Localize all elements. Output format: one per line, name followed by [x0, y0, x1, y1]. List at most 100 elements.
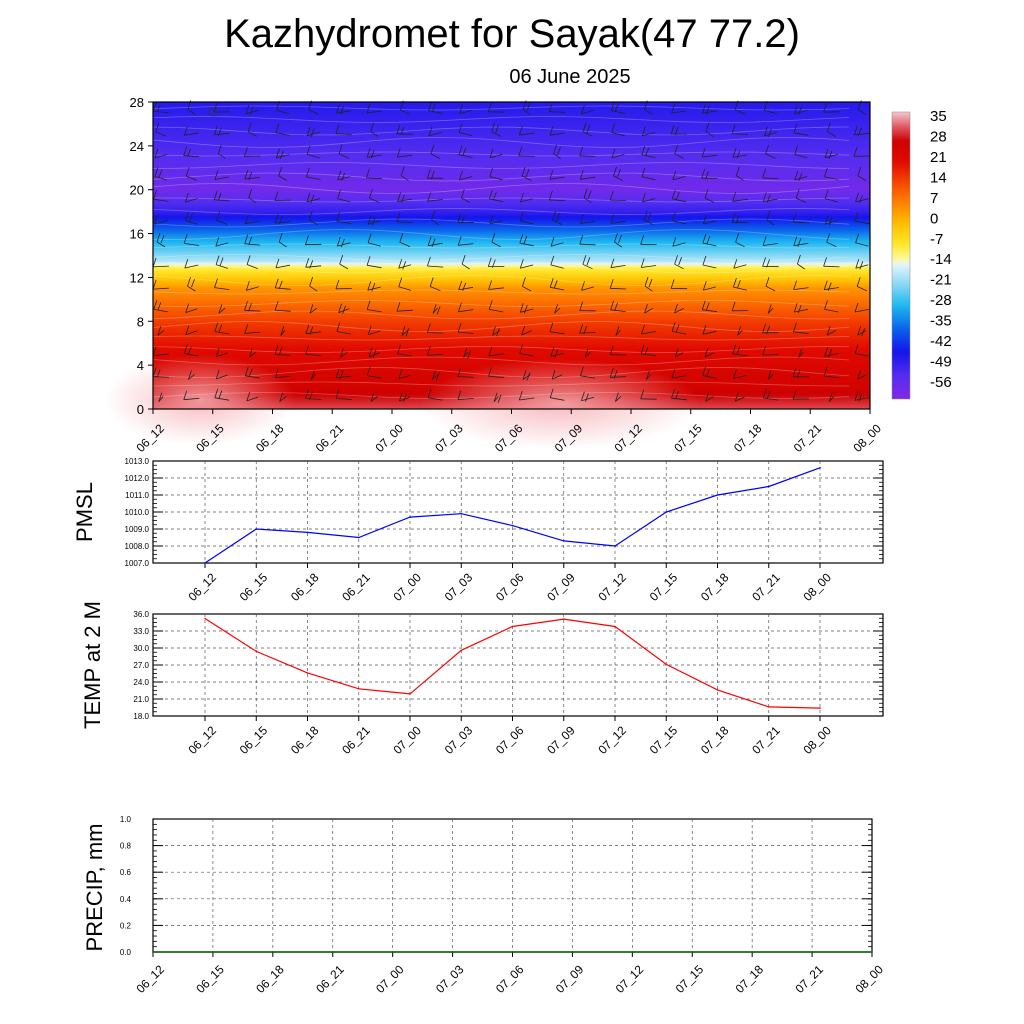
y-tick-label: 1013.0 [125, 457, 150, 466]
wind-barb-shaft [187, 109, 196, 115]
wind-barb-shaft [854, 220, 870, 225]
wind-barb-feather [339, 254, 344, 265]
wind-barb-feather [826, 233, 831, 243]
wind-barb [396, 124, 413, 136]
wind-barb-shaft [702, 309, 718, 313]
wind-barb-shaft [305, 265, 322, 268]
wind-barb-shaft [398, 264, 412, 269]
wind-barb [548, 190, 566, 201]
wind-barb [369, 188, 380, 203]
wind-barb-shaft [244, 177, 261, 180]
wind-barb [335, 368, 352, 379]
wind-barb-shaft [248, 131, 257, 137]
wind-barb [213, 125, 230, 137]
wind-barb-shaft [825, 198, 839, 203]
wind-barb-shaft [215, 264, 228, 269]
wind-barb-shaft [553, 153, 562, 159]
wind-barb-shaft [184, 132, 199, 136]
wind-barb [642, 192, 656, 203]
contour-line [152, 346, 850, 353]
wind-barb-feather [154, 148, 159, 159]
wind-barb-feather [183, 390, 188, 400]
wind-barb [432, 304, 441, 315]
wind-barb-feather [674, 303, 678, 314]
wind-barb [306, 126, 320, 137]
wind-barb-feather [798, 348, 803, 358]
x-tick-label: 08_00 [850, 421, 884, 455]
wind-barb-shaft [245, 109, 260, 115]
wind-barb [584, 348, 591, 358]
wind-barb-feather [581, 281, 585, 291]
wind-barb-shaft [154, 220, 168, 225]
x-tick-label: 07_00 [390, 723, 424, 757]
wind-barb-feather [762, 345, 766, 356]
wind-barb-shaft [579, 243, 596, 246]
wind-barb-feather [337, 189, 341, 199]
wind-barb [737, 326, 743, 336]
wind-barb [705, 122, 714, 137]
wind-barb [519, 303, 534, 314]
wind-barb [704, 347, 715, 358]
wind-barb-feather [765, 144, 769, 155]
wind-barb-shaft [153, 111, 169, 113]
wind-barb-shaft [489, 220, 503, 225]
contour-line [152, 116, 850, 123]
wind-barb-feather [644, 276, 649, 287]
wind-barb-feather [487, 257, 492, 267]
wind-barb [553, 144, 562, 159]
wind-barb-shaft [335, 398, 352, 400]
wind-barb-feather [309, 276, 313, 287]
wind-barb-feather [674, 255, 678, 265]
data-point [614, 625, 616, 628]
wind-barb-feather [795, 188, 800, 199]
wind-barb-feather [367, 325, 372, 335]
wind-barb-shaft [366, 110, 382, 114]
wind-barb [431, 210, 440, 226]
wind-barb-feather [824, 189, 829, 199]
wind-barb [370, 392, 378, 402]
wind-barb-shaft [521, 175, 532, 181]
wind-barb-shaft [153, 376, 169, 378]
wind-barb-feather [521, 166, 526, 177]
wind-barb-feather [853, 125, 858, 135]
wind-barb [641, 145, 656, 158]
wind-barb-feather [249, 106, 254, 115]
wind-barb [218, 304, 226, 314]
wind-barb [734, 392, 746, 402]
wind-barb [764, 126, 777, 138]
wind-barb-feather [644, 303, 648, 314]
wind-barb [309, 304, 318, 314]
wind-barb-feather [247, 122, 252, 132]
wind-barb [340, 348, 348, 358]
wind-barb [488, 367, 505, 378]
wind-barb-shaft [337, 198, 351, 203]
wind-barb-feather [309, 391, 313, 400]
wind-barb-shaft [641, 265, 657, 268]
wind-barb-shaft [400, 175, 409, 182]
wind-barb-shaft [550, 286, 565, 291]
wind-barb-shaft [554, 307, 561, 314]
wind-barb-feather [183, 344, 188, 354]
wind-barb-feather [824, 167, 828, 178]
wind-barb [732, 344, 748, 357]
wind-barb-shaft [246, 286, 259, 291]
wind-barb-shaft [825, 220, 838, 225]
wind-barb [853, 147, 871, 157]
wind-barb-shaft [550, 264, 564, 269]
wind-barb-shaft [794, 154, 808, 159]
wind-barb-feather [859, 194, 863, 204]
wind-barb [762, 323, 779, 334]
wind-barb [427, 346, 444, 356]
y-tick-label: 1012.0 [125, 474, 150, 483]
wind-barb-shaft [580, 220, 596, 224]
wind-barb [184, 192, 198, 203]
wind-barb-shaft [458, 309, 474, 313]
wind-barb [398, 369, 412, 380]
wind-barb [305, 389, 322, 400]
wind-barb-feather [309, 326, 314, 335]
wind-barb-feather [731, 213, 736, 223]
wind-barb-feather [493, 191, 497, 201]
wind-barb-feather [427, 256, 431, 267]
wind-barb-feather [248, 236, 253, 245]
wind-barb-feather [491, 259, 496, 268]
